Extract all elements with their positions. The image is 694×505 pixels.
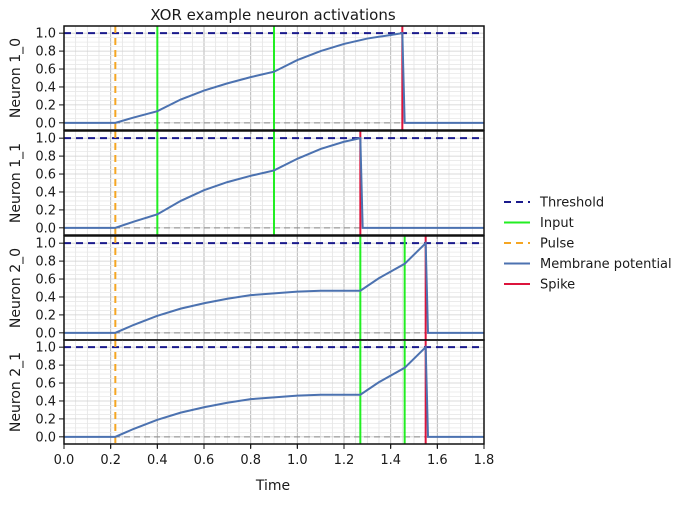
y-tick-label: 0.6 [35,168,56,183]
y-tick-label: 0.6 [35,63,56,78]
y-tick-label: 1.0 [35,341,56,356]
x-axis: 0.0 0.2 0.4 0.6 0.8 1.0 1.2 1.4 1.6 1.8 [54,444,495,468]
x-tick-label: 0.2 [100,453,121,468]
panel-frame [63,25,485,131]
y-tick-label: 1.0 [35,237,56,252]
x-tick-label: 0.0 [54,453,75,468]
y-axis-label: Neuron 2_0 [8,248,24,328]
x-tick-label: 1.6 [427,453,448,468]
x-tick-label: 1.4 [380,453,401,468]
y-axis-label: Neuron 2_1 [8,352,24,432]
y-tick-label: 0.6 [35,273,56,288]
x-tick-label: 1.0 [287,453,308,468]
membrane-potential-line [64,240,484,334]
x-tick-label: 0.6 [194,453,215,468]
x-tick-label: 1.8 [474,453,495,468]
y-tick-label: 0.4 [35,394,56,409]
y-tick-label: 0.6 [35,377,56,392]
y-tick-label: 0.0 [35,116,56,131]
y-tick-label: 0.4 [35,290,56,305]
y-tick-label: 0.2 [35,98,56,113]
legend-label-1: Input [540,216,574,231]
y-tick-label: 1.0 [35,132,56,147]
legend-label-4: Spike [540,278,575,293]
membrane-potential-line [64,136,484,229]
y-tick-label: 1.0 [35,27,56,42]
panel-0: 0.0 0.2 0.4 0.6 0.8 1.0 Neuron 1_0 [8,25,485,134]
y-tick-label: 0.2 [35,308,56,323]
y-tick-label: 0.8 [35,255,56,270]
panel-frame [63,130,485,236]
series-group [64,26,484,130]
y-axis-label: Neuron 1_1 [8,143,24,223]
panel-3: 0.0 0.2 0.4 0.6 0.8 1.0 Neuron 2_1 [8,339,485,448]
legend: Threshold Input Pulse Membrane potential Spi… [504,196,672,293]
y-tick-label: 0.0 [35,430,56,445]
y-tick-label: 0.0 [35,221,56,236]
legend-label-0: Threshold [539,196,604,211]
membrane-potential-line [64,344,484,438]
panel-1: 0.0 0.2 0.4 0.6 0.8 1.0 Neuron 1_1 [8,130,485,239]
legend-label-3: Membrane potential [540,257,672,272]
panels-group: 0.0 0.2 0.4 0.6 0.8 1.0 Neuron 1_0 0.0 0.2 0.4 0.6… [8,25,485,448]
panel-frame [63,339,485,445]
y-tick-label: 0.0 [35,326,56,341]
y-tick-label: 0.2 [35,203,56,218]
y-tick-label: 0.8 [35,359,56,374]
chart-title: XOR example neuron activations [150,6,395,24]
y-axis-label: Neuron 1_0 [8,38,24,118]
series-group [64,340,484,444]
y-tick-label: 0.2 [35,412,56,427]
y-tick-label: 0.4 [35,80,56,95]
x-tick-label: 1.2 [334,453,355,468]
x-tick-label: 0.8 [240,453,261,468]
series-group [64,236,484,340]
series-group [64,131,484,235]
y-tick-label: 0.8 [35,150,56,165]
y-tick-label: 0.8 [35,45,56,60]
x-tick-label: 0.4 [147,453,168,468]
x-axis-label: Time [255,478,290,494]
legend-label-2: Pulse [540,237,574,252]
panel-2: 0.0 0.2 0.4 0.6 0.8 1.0 Neuron 2_0 [8,235,485,344]
y-tick-label: 0.4 [35,185,56,200]
membrane-potential-line [64,32,484,124]
